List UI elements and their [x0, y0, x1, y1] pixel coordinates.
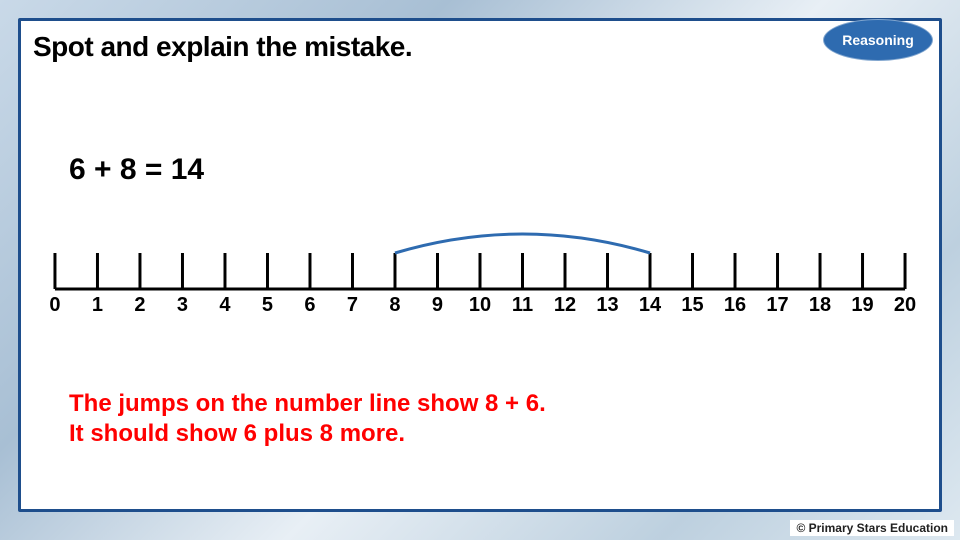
tick-label: 7 [347, 294, 358, 317]
tick-label: 10 [469, 294, 491, 317]
tick-label: 20 [894, 294, 916, 317]
tick-label: 4 [219, 294, 230, 317]
tick-label: 18 [809, 294, 831, 317]
tick-label: 16 [724, 294, 746, 317]
tick-label: 3 [177, 294, 188, 317]
reasoning-badge-label: Reasoning [842, 32, 914, 48]
tick-label: 15 [681, 294, 703, 317]
tick-label: 5 [262, 294, 273, 317]
tick-label: 17 [766, 294, 788, 317]
tick-label: 12 [554, 294, 576, 317]
reasoning-badge: Reasoning [823, 19, 933, 61]
tick-label: 2 [134, 294, 145, 317]
question-title: Spot and explain the mistake. [33, 31, 412, 63]
tick-label: 14 [639, 294, 661, 317]
tick-label: 0 [49, 294, 60, 317]
slide-frame: Spot and explain the mistake. Reasoning … [18, 18, 942, 512]
tick-label: 1 [92, 294, 103, 317]
explanation-line-1: The jumps on the number line show 8 + 6. [69, 389, 546, 419]
number-line: 01234567891011121314151617181920 [47, 209, 913, 324]
tick-label: 9 [432, 294, 443, 317]
number-line-labels: 01234567891011121314151617181920 [47, 294, 913, 324]
explanation-line-2: It should show 6 plus 8 more. [69, 419, 405, 449]
footer-copyright: © Primary Stars Education [790, 520, 954, 536]
tick-label: 13 [596, 294, 618, 317]
tick-label: 11 [512, 294, 533, 317]
tick-label: 8 [389, 294, 400, 317]
equation-text: 6 + 8 = 14 [69, 153, 204, 187]
tick-label: 19 [851, 294, 873, 317]
tick-label: 6 [304, 294, 315, 317]
